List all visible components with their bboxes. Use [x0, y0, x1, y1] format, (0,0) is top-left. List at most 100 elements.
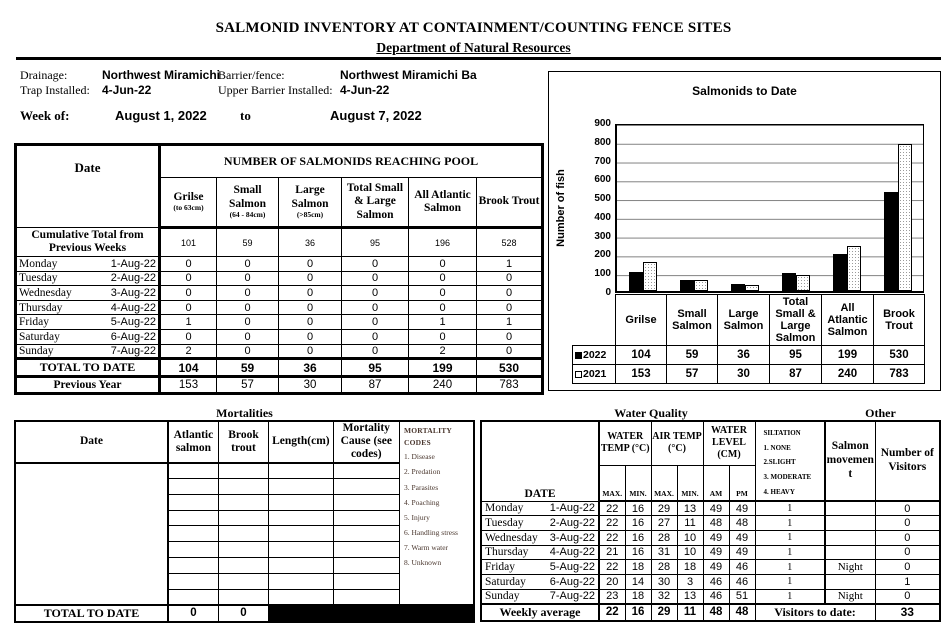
mortality-empty-cell [332, 541, 400, 558]
wq-measurement: 51 [728, 588, 756, 605]
mortality-empty-cell [332, 588, 400, 606]
chart-bar-2022 [730, 284, 745, 291]
mort-total-value: 0 [217, 603, 270, 623]
mortality-empty-cell [167, 588, 219, 606]
mortality-empty-cell [268, 477, 334, 495]
chart-bar-2022 [628, 271, 643, 291]
pool-total-label: TOTAL TO DATE [15, 357, 161, 378]
chart-bar-2021 [795, 274, 810, 291]
pool-day-value: 0 [341, 328, 409, 345]
wq-weekly-average-row: Weekly average 22 16 29 11 48 48 Visitors to da… [480, 602, 941, 622]
wq-day-date-cell: Monday 1-Aug-22 [480, 500, 600, 517]
chart-bar-2021 [897, 144, 912, 291]
chart-category-label: All Atlantic Salmon [821, 293, 874, 347]
wq-measurement: 18 [676, 559, 704, 575]
pool-day-row: Wednesday 3-Aug-22 0 0 0 0 0 0 [15, 285, 543, 301]
mortality-code-item: 1. Disease [403, 452, 435, 462]
drainage-label: Drainage: [20, 68, 68, 82]
pool-day-value: 0 [278, 285, 342, 301]
mort-total-value: 0 [167, 603, 219, 623]
mortality-empty-cell [332, 525, 400, 543]
mortality-code-item: 3. Parasites [403, 482, 439, 492]
barrier-value: Northwest Miramichi Ba [340, 68, 477, 82]
wq-measurement: 22 [598, 500, 626, 517]
mortality-empty-cell [332, 477, 400, 495]
info-row-2: Trap Installed: 4-Jun-22 Upper Barrier I… [20, 83, 540, 98]
day-name: Monday [485, 502, 524, 515]
mortality-empty-cell [268, 588, 334, 606]
wq-siltation-value: 1 [754, 544, 826, 561]
chart-category-row: Grilse Small Salmon Large Salmon Total Smal… [572, 293, 925, 347]
chart-y-tick-label: 900 [594, 118, 611, 129]
mortality-empty-cell [268, 493, 334, 511]
wq-measurement: 16 [624, 529, 652, 546]
wq-day-row: Wednesday 3-Aug-22 22 16 28 10 49 49 1 0 [480, 529, 941, 546]
salmon-movement-header: Salmon movement [824, 420, 876, 502]
mortality-empty-row [15, 477, 474, 495]
chart-table-corner [572, 294, 616, 347]
mort-brook-header: Brook trout [217, 420, 270, 464]
wq-measurement: 46 [728, 559, 756, 575]
day-date: 6-Aug-22 [110, 330, 156, 343]
pool-header-row-2: Grilse (to 63cm) Small Salmon (64 - 84cm) La… [16, 177, 543, 229]
pool-total-value: 530 [476, 357, 543, 378]
pool-day-value: 0 [216, 256, 279, 272]
mortality-empty-cell [167, 572, 219, 590]
wq-measurement: 29 [650, 500, 678, 517]
mortality-empty-row [15, 493, 474, 511]
week-to-label: to [240, 108, 251, 123]
mortality-empty-cell [167, 493, 219, 511]
mortality-empty-cell [217, 541, 270, 558]
pool-day-value: 0 [408, 299, 477, 316]
pool-column-header: Total Small & Large Salmon [341, 177, 409, 229]
mortality-codes-title: MORTALITY CODES [403, 426, 452, 447]
mortality-empty-cell [217, 493, 270, 511]
other-title: Other [865, 406, 896, 420]
wq-measurement: 22 [598, 515, 626, 531]
mortality-empty-cell [268, 556, 334, 574]
wq-visitors-value: 0 [874, 529, 941, 546]
chart-series-value: 30 [717, 364, 770, 385]
upper-barrier-value: 4-Jun-22 [340, 83, 390, 97]
pool-day-row: Tuesday 2-Aug-22 0 0 0 0 0 0 [15, 270, 543, 287]
pool-day-value: 0 [476, 285, 543, 301]
siltation-line: 4. HEAVY [763, 487, 795, 496]
cumulative-value: 528 [476, 227, 543, 257]
mortalities-total-row: TOTAL TO DATE 0 0 [14, 603, 475, 623]
chart-series-value: 240 [821, 364, 874, 385]
wq-measurement: 14 [624, 573, 652, 590]
pool-previous-year-row: Previous Year 153 57 30 87 240 783 [15, 375, 543, 395]
weekly-average-label: Weekly average [480, 602, 600, 622]
pool-day-value: 0 [278, 343, 342, 360]
pool-day-value: 1 [476, 256, 543, 272]
cumulative-label: Cumulative Total from Previous Weeks [15, 227, 161, 257]
pool-day-value: 0 [216, 270, 279, 287]
wq-measurement: 46 [728, 573, 756, 590]
water-quality-title: Water Quality [614, 406, 688, 420]
wq-movement-value [824, 515, 876, 531]
pool-column-name: Total Small & Large Salmon [346, 182, 404, 221]
wq-measurement: 46 [702, 573, 730, 590]
wq-measurement: 49 [702, 559, 730, 575]
pool-previous-value: 240 [408, 375, 477, 395]
pool-column-sub: (to 63cm) [173, 203, 204, 213]
pool-day-value: 0 [408, 285, 477, 301]
pool-previous-value: 30 [278, 375, 342, 395]
day-date: 4-Aug-22 [110, 301, 156, 314]
pool-column-name: Large Salmon [291, 184, 329, 210]
mortality-empty-cell [217, 462, 270, 479]
mortality-empty-row [15, 509, 474, 527]
wq-visitors-value: 0 [874, 588, 941, 605]
weekly-average-value: 16 [624, 602, 652, 622]
wq-measurement: 27 [650, 515, 678, 531]
chart-bar-2022 [679, 279, 694, 291]
wq-sub-header: MIN. [676, 464, 704, 502]
pool-total-value: 95 [341, 357, 409, 378]
pool-day-value: 2 [408, 343, 477, 360]
week-end-date: August 7, 2022 [330, 108, 422, 123]
wq-measurement: 18 [624, 559, 652, 575]
wq-day-row: Saturday 6-Aug-22 20 14 30 3 46 46 1 1 [480, 573, 941, 590]
mortality-empty-row [15, 556, 474, 574]
wq-measurement: 22 [598, 559, 626, 575]
pool-column-header: Grilse (to 63cm) [159, 177, 217, 229]
